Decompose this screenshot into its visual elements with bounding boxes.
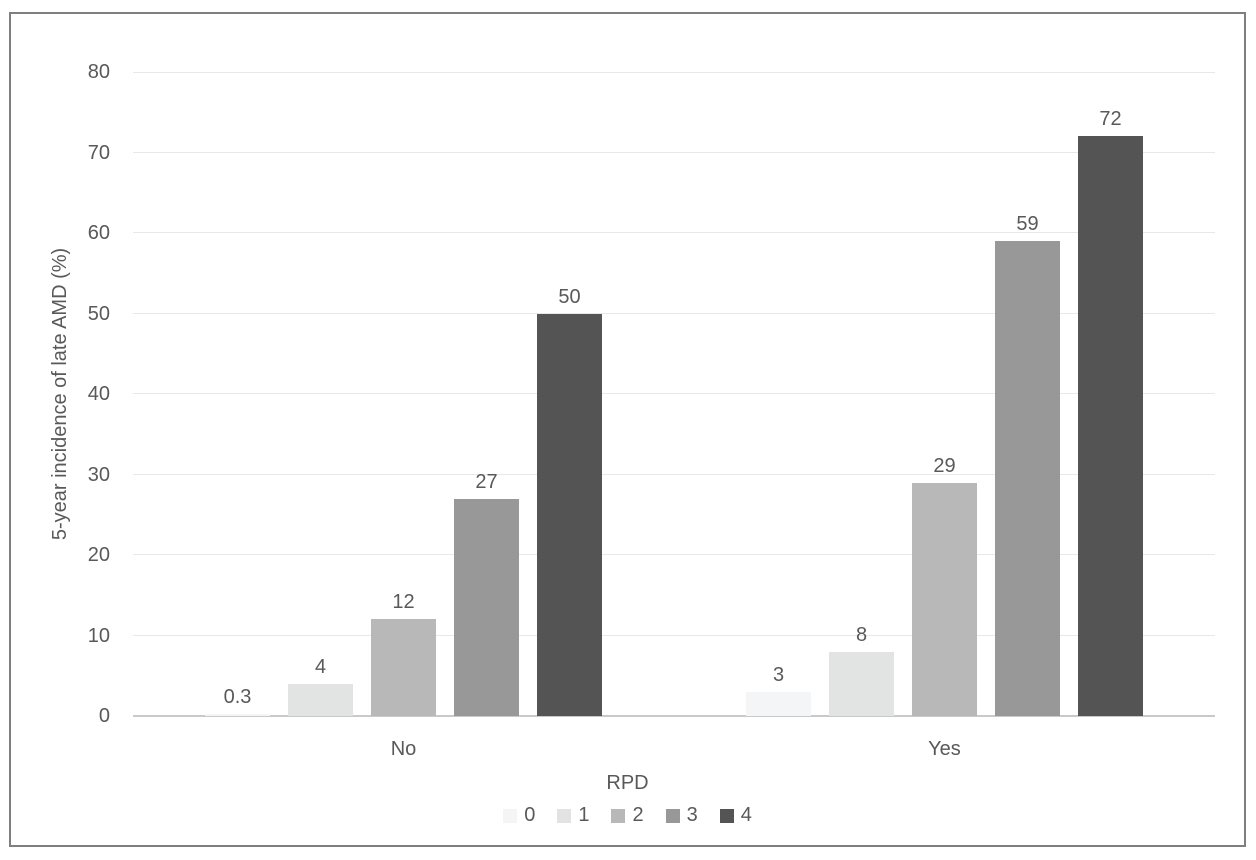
legend-label: 1: [578, 804, 590, 826]
legend-swatch-icon: [557, 808, 572, 823]
bar-rpd-no-grade-2: [371, 619, 436, 716]
gridline: [133, 312, 1215, 314]
y-tick-label: 10: [87, 624, 110, 647]
bar-value-label: 27: [475, 470, 498, 493]
y-tick-label: 20: [87, 544, 110, 566]
x-axis-line: [133, 715, 1215, 717]
legend-label: 3: [686, 804, 698, 826]
y-tick-label: 0: [98, 705, 110, 727]
legend-label: 4: [740, 804, 752, 826]
x-category-label: No: [390, 738, 417, 760]
gridline: [133, 72, 1215, 73]
y-tick-label: 40: [87, 383, 110, 405]
gridline: [133, 554, 1215, 555]
legend-item-0: 0: [503, 804, 535, 827]
gridline: [133, 151, 1215, 153]
x-axis-category-labels: No Yes: [11, 14, 1244, 845]
legend-item-3: 3: [665, 804, 698, 827]
bar-rpd-yes-grade-1: [829, 651, 894, 716]
gridline: [133, 232, 1215, 233]
x-axis-title: RPD: [606, 772, 649, 794]
bar-rpd-no-grade-4: [537, 313, 602, 716]
legend-item-2: 2: [611, 804, 644, 827]
plot-area: 0.3 4 12 27 50 3 8 29 59 72: [133, 72, 1215, 717]
legend-label: 0: [524, 804, 536, 826]
legend-swatch-icon: [719, 808, 734, 823]
bar-rpd-yes-grade-2: [912, 482, 977, 716]
bar-value-label: 3: [772, 663, 785, 686]
x-category-label: Yes: [928, 738, 961, 760]
legend-swatch-icon: [503, 808, 518, 823]
gridline: [133, 393, 1215, 394]
bar-value-label: 59: [1016, 213, 1039, 235]
bar-value-label: 0.3: [223, 685, 252, 708]
bar-rpd-no-grade-0: [205, 713, 270, 716]
bar-value-label: 50: [558, 285, 581, 308]
gridline: [133, 634, 1215, 636]
legend-item-4: 4: [719, 804, 752, 827]
bar-rpd-yes-grade-3: [995, 241, 1060, 716]
y-tick-label: 50: [87, 302, 110, 325]
legend-swatch-icon: [665, 808, 680, 823]
legend-label: 2: [632, 804, 644, 826]
legend: 0 1 2 3 4: [11, 804, 1244, 827]
legend-swatch-icon: [611, 808, 626, 823]
bar-rpd-yes-grade-4: [1078, 136, 1143, 716]
bar-rpd-yes-grade-0: [746, 691, 811, 716]
bar-value-label: 4: [314, 655, 327, 678]
y-tick-label: 70: [87, 141, 110, 164]
y-tick-label: 60: [87, 222, 110, 244]
bar-rpd-no-grade-1: [288, 683, 353, 716]
y-axis-tick-labels: 0 10 20 30 40 50 60 70 80: [11, 14, 1244, 845]
bar-value-label: 72: [1099, 108, 1122, 131]
bar-value-label: 8: [855, 623, 868, 646]
bar-value-label: 12: [392, 591, 415, 614]
legend-item-1: 1: [557, 804, 589, 827]
y-tick-label: 30: [87, 463, 110, 486]
bar-rpd-no-grade-3: [454, 498, 519, 716]
gridline: [133, 473, 1215, 475]
bar-value-label: 29: [933, 454, 956, 477]
chart-frame: 5-year incidence of late AMD (%) 0 10 20 30…: [9, 12, 1246, 847]
y-tick-label: 80: [87, 61, 110, 83]
